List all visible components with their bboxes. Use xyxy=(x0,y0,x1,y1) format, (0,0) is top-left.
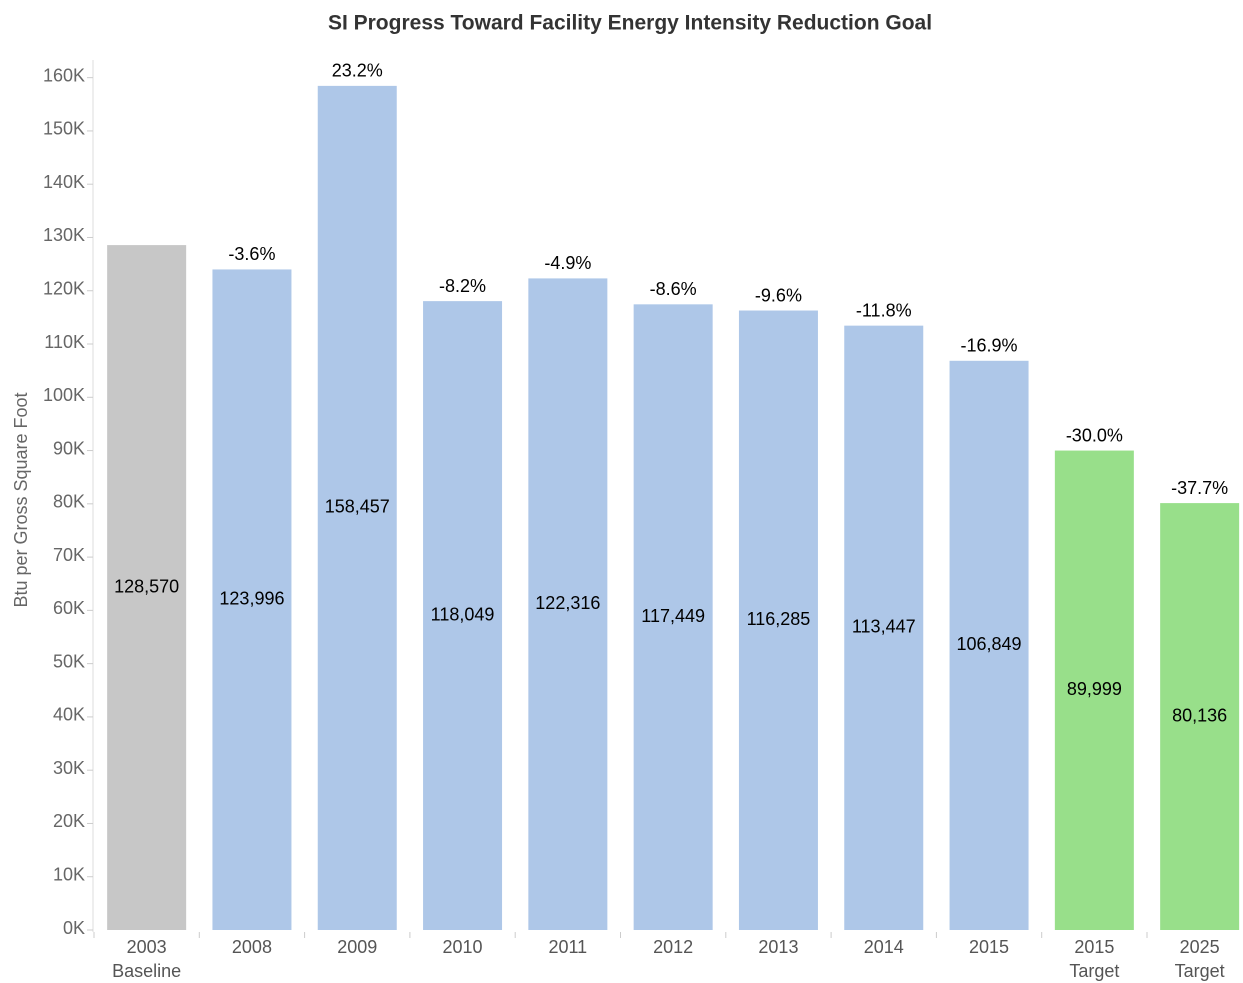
bar xyxy=(738,310,818,930)
value-label: 118,049 xyxy=(431,604,495,624)
x-tick-label: 2013 xyxy=(758,937,799,957)
bar xyxy=(423,301,503,930)
value-label: 117,449 xyxy=(641,606,705,626)
bar xyxy=(317,85,397,930)
value-label: 123,996 xyxy=(219,588,284,608)
bar xyxy=(107,245,187,930)
y-tick-label: 20K xyxy=(53,811,85,831)
x-tick-label: 2009 xyxy=(337,937,378,957)
x-tick-label: 2003 Baseline xyxy=(112,937,182,981)
y-tick-label: 40K xyxy=(53,705,85,725)
y-tick-label: 50K xyxy=(53,651,85,671)
y-tick-label: 150K xyxy=(43,119,85,139)
value-label: 158,457 xyxy=(325,497,390,517)
value-label: 128,570 xyxy=(114,576,179,596)
y-tick-label: 10K xyxy=(53,864,85,884)
y-axis-label: Btu per Gross Square Foot xyxy=(11,392,31,607)
y-tick-label: 0K xyxy=(63,918,85,938)
value-label: 122,316 xyxy=(535,593,600,613)
x-tick-label: 2010 xyxy=(442,937,483,957)
bar xyxy=(844,325,924,930)
chart-title: SI Progress Toward Facility Energy Inten… xyxy=(328,12,932,35)
bar xyxy=(633,304,713,930)
value-label: 106,849 xyxy=(957,634,1022,654)
pct-change-label: -37.7% xyxy=(1171,478,1228,498)
value-label: 89,999 xyxy=(1067,679,1122,699)
value-label: 116,285 xyxy=(747,609,811,629)
y-tick-label: 30K xyxy=(53,758,85,778)
y-tick-label: 90K xyxy=(53,438,85,458)
pct-change-label: -3.6% xyxy=(228,244,275,264)
bar xyxy=(1160,503,1240,930)
x-tick-label: 2011 xyxy=(548,937,588,957)
y-tick-label: 130K xyxy=(43,225,85,245)
bar xyxy=(528,278,608,930)
y-tick-label: 110K xyxy=(44,332,85,352)
y-tick-label: 80K xyxy=(53,492,85,512)
pct-change-label: -9.6% xyxy=(755,285,802,305)
bar xyxy=(949,360,1029,930)
x-tick-label: 2014 xyxy=(863,937,904,957)
x-tick-label: 2015 Target xyxy=(1069,937,1120,981)
y-tick-label: 70K xyxy=(53,545,85,565)
pct-change-label: -4.9% xyxy=(544,253,591,273)
y-tick-label: 60K xyxy=(53,598,85,618)
pct-change-label: -8.6% xyxy=(650,279,697,299)
y-tick-label: 120K xyxy=(43,278,85,298)
pct-change-label: -16.9% xyxy=(961,336,1018,356)
pct-change-label: -8.2% xyxy=(439,276,486,296)
x-tick-label: 2025 Target xyxy=(1174,937,1225,981)
bar xyxy=(212,269,292,931)
x-tick-label: 2015 xyxy=(969,937,1010,957)
x-tick-label: 2008 xyxy=(231,937,272,957)
y-tick-label: 100K xyxy=(43,385,85,405)
x-tick-label: 2012 xyxy=(653,937,694,957)
value-label: 80,136 xyxy=(1172,705,1227,725)
bar xyxy=(1054,450,1134,930)
y-tick-label: 140K xyxy=(43,172,85,192)
y-tick-label: 160K xyxy=(43,65,85,85)
pct-change-label: -11.8% xyxy=(856,300,912,320)
pct-change-label: -30.0% xyxy=(1066,425,1123,445)
value-label: 113,447 xyxy=(852,617,916,637)
pct-change-label: 23.2% xyxy=(332,61,383,81)
